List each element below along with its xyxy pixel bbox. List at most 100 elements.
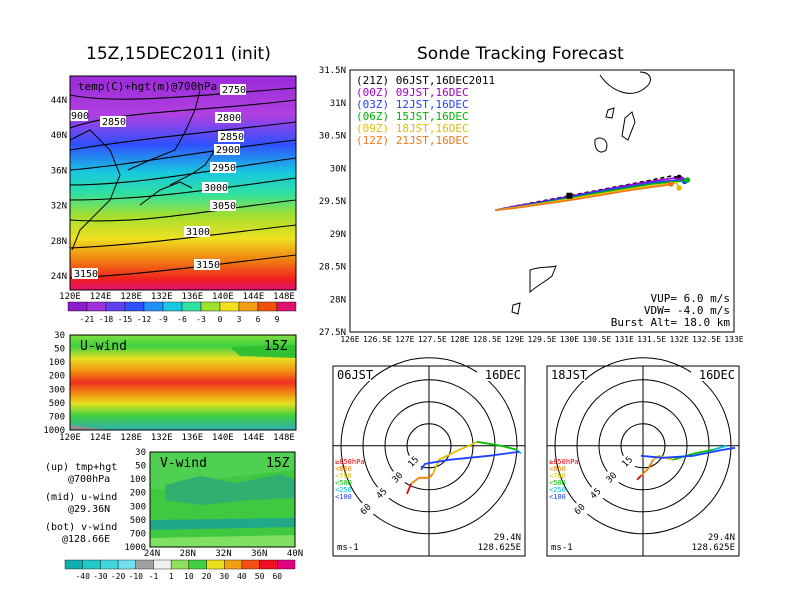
hodo-unit: ms-1 [337,543,359,553]
colorbar-label: 1 [169,572,174,581]
lon-tick-label: 133E [724,335,743,344]
hodo-legend-entry: <850 [549,465,566,473]
vwind-x-tick: 28N [180,549,196,559]
lat-tick-label: 31.5N [319,66,346,76]
colorbar-label: 10 [184,572,194,581]
hodograph-trace [640,459,654,477]
hodograph-trace [672,448,714,461]
vwind-time: 15Z [266,456,290,471]
hodo-time: 06JST [337,368,373,382]
track-endpoint [668,181,674,187]
lon-tick-label: 140E [212,292,234,302]
vwind-x-tick: 36N [251,549,267,559]
lat-tick-label: 28N [51,237,67,247]
hodo-lon: 128.625E [692,543,735,553]
colorbar-swatch [117,559,136,570]
uwind-x-tick: 132E [151,433,173,443]
colorbar-label: 30 [219,572,229,581]
colorbar-label: -21 [80,315,95,324]
uwind-y-tick: 30 [54,331,65,341]
hodo-legend-entry: <500 [335,479,352,487]
colorbar-label: -1 [149,572,159,581]
vwind-y-tick: 500 [130,516,146,526]
hodo-lon: 128.625E [478,543,521,553]
ring-label-bg [389,471,406,483]
lon-tick-label: 144E [243,292,265,302]
vwind-y-tick: 700 [130,529,146,539]
lon-tick-label: 132E [670,335,689,344]
hodo-date: 16DEC [485,368,521,382]
colorbar-label: -6 [177,315,187,324]
colorbar-label: 60 [272,572,282,581]
lon-tick-label: 124E [90,292,112,302]
colorbar-label: -12 [137,315,152,324]
lon-tick-label: 132E [151,292,173,302]
uwind-title: U-wind [80,339,127,354]
colorbar-swatch [188,559,207,570]
hodo-date-bg [477,368,523,381]
uwind-y-tick: 100 [49,358,65,368]
ring-label-bg [603,471,620,483]
contour-label: 2950 [212,163,236,174]
hodo-legend-entry: <100 [549,493,566,501]
panel-legend-text: (up) tmp+hgt @700hPa (mid) u-wind @29.36… [45,462,117,545]
colorbar-swatch [135,559,154,570]
vwind-y-tick: 200 [130,489,146,499]
contour-label: 900 [71,111,89,122]
lat-tick-label: 29N [330,230,346,240]
hodograph-trace [636,475,642,481]
colorbar-swatch [181,301,202,312]
lon-tick-label: 129.5E [528,335,557,344]
ring-label-bg [619,455,636,467]
contour-label: 2850 [102,117,126,128]
contour-label: 3150 [196,260,220,271]
hodo-time-bg [335,368,371,381]
uwind-time: 15Z [264,339,288,354]
colorbar-swatch [206,559,225,570]
uwind-y-tick: 300 [49,385,65,395]
colorbar-swatch [276,301,297,312]
hodo-time-bg [549,368,585,381]
lon-tick-label: 126.5E [363,335,392,344]
colorbar-swatch [224,559,243,570]
lon-tick-label: 127E [395,335,414,344]
uwind-x-tick: 136E [181,433,203,443]
lon-tick-label: 128.5E [473,335,502,344]
colorbar-swatch [238,301,259,312]
colorbar-label: 0 [218,315,223,324]
hodograph-trace [476,440,518,451]
hodo-legend-entry: <250 [549,486,566,494]
vwind-y-tick: 300 [130,502,146,512]
lat-tick-label: 28.5N [319,263,346,273]
contour-label: 2800 [217,113,241,124]
lon-tick-label: 148E [273,292,295,302]
hodo-legend-entry: <100 [335,493,352,501]
colorbar-swatch [219,301,240,312]
param-text: VUP= 6.0 m/s [651,292,730,305]
hodograph-trace [712,444,728,451]
hodograph-trace [640,446,736,459]
vwind-panel: V-wind 15Z 30 50 100 200 300 500 700 1000 24N 28… [124,448,303,559]
colorbar-swatch [153,559,172,570]
colorbar-label: 50 [255,572,265,581]
hodo-time: 18JST [551,368,587,382]
colorbar-swatch [67,301,88,312]
vwind-title: V-wind [160,456,207,471]
legend-entry: (09Z) 18JST,16DEC [356,122,469,135]
uwind-y-tick: 50 [54,345,65,355]
colorbar-swatch [277,559,296,570]
contour-label: 3150 [74,269,98,280]
lon-tick-label: 126E [340,335,359,344]
colorbar-swatch [259,559,278,570]
lat-tick-label: 40N [51,131,67,141]
lat-tick-label: 30N [330,164,346,174]
colorbar-swatch [64,559,83,570]
colorbar-label: -15 [118,315,133,324]
uwind-panel: U-wind 15Z 30 50 100 200 300 500 700 1000 120E 1… [43,331,297,443]
colorbar-swatch [162,301,183,312]
ring-label-bg [373,487,390,499]
colorbar-swatch [257,301,278,312]
hodo-legend-entry: <700 [549,472,566,480]
uwind-x-tick: 120E [59,433,81,443]
hodograph-trace [410,473,434,485]
